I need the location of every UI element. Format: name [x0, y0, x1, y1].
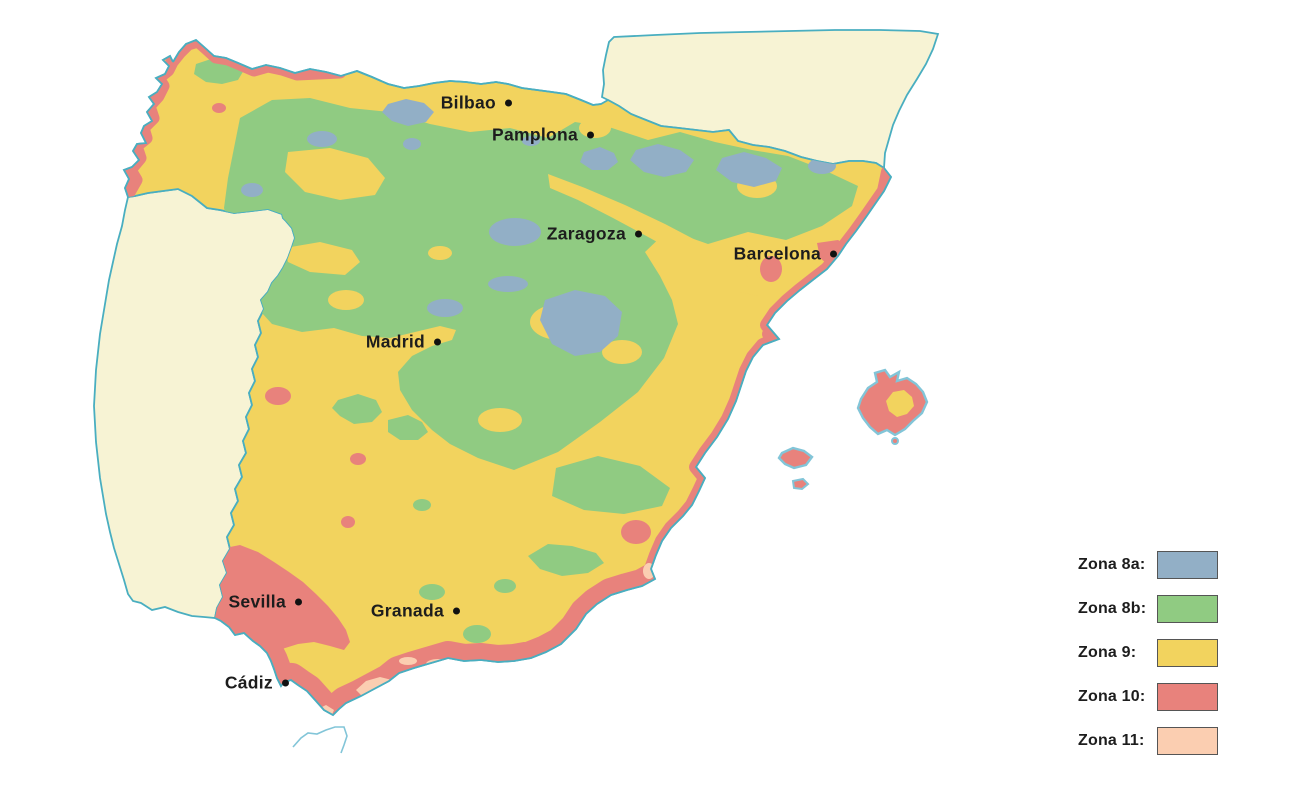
mallorca-interior-patch: [886, 390, 914, 417]
legend-row: Zona 8a:: [1078, 551, 1218, 579]
legend-label: Zona 8a:: [1078, 556, 1146, 573]
zone-patch: [478, 408, 522, 432]
city-marker: Sevilla: [228, 592, 302, 613]
city-dot-icon: [587, 131, 594, 139]
zone-patch: [540, 290, 622, 356]
zone-patch: [285, 148, 385, 200]
zone-patch: [332, 394, 382, 424]
guadalquivir-valley-patch: [212, 545, 350, 652]
legend-label: Zona 11:: [1078, 732, 1145, 749]
zone-patch: [528, 544, 604, 576]
zone-patch: [403, 138, 421, 150]
city-marker: Granada: [371, 601, 460, 622]
city-dot-icon: [434, 338, 441, 346]
zone-patch: [522, 136, 540, 146]
legend-label: Zona 8b:: [1078, 600, 1147, 617]
zone-patch: [341, 516, 355, 528]
zone-patch: [548, 174, 762, 296]
zone-patch: [494, 579, 516, 593]
formentera-island: [791, 477, 810, 491]
cabrera-island: [891, 437, 899, 445]
legend-row: Zona 9:: [1078, 639, 1218, 667]
city-dot-icon: [830, 250, 837, 258]
zone-patch: [580, 147, 618, 170]
zone-patch: [399, 657, 417, 665]
city-marker: Madrid: [366, 332, 441, 353]
zone-patch: [241, 183, 263, 197]
city-dot-icon: [635, 230, 642, 238]
legend-row: Zona 8b:: [1078, 595, 1218, 623]
zone-patch: [488, 276, 528, 292]
legend-swatch: [1157, 551, 1218, 579]
zone-patch: [356, 677, 392, 696]
zone-patch: [602, 340, 642, 364]
legend-swatch: [1157, 595, 1218, 623]
zone-patch: [489, 218, 541, 246]
legend-label: Zona 10:: [1078, 688, 1146, 705]
zone-patch: [760, 256, 782, 282]
city-marker: Zaragoza: [547, 224, 642, 245]
city-label: Madrid: [365, 331, 425, 352]
zone-patch: [419, 584, 445, 600]
zone-patch: [413, 499, 431, 511]
city-label: Bilbao: [440, 92, 496, 113]
zone-patch: [552, 456, 670, 514]
zone-patch: [212, 103, 226, 113]
zone-patch: [307, 131, 337, 147]
balearic-islands: [777, 368, 929, 491]
legend-label: Zona 9:: [1078, 644, 1137, 661]
city-marker: Cádiz: [225, 673, 289, 694]
zone-patch: [427, 299, 463, 317]
zone-patch: [382, 99, 434, 126]
city-marker: Bilbao: [441, 93, 512, 114]
zone-8a-patches: [241, 99, 836, 356]
legend-swatch: [1157, 727, 1218, 755]
zone-patch: [621, 520, 651, 544]
zone-patch: [630, 144, 694, 177]
zone-patch: [388, 415, 428, 440]
ibiza-island: [777, 446, 814, 470]
legend-row: Zona 11:: [1078, 727, 1218, 755]
city-dot-icon: [453, 607, 460, 615]
zone-patch: [298, 696, 308, 708]
city-marker: Pamplona: [492, 125, 594, 146]
city-dot-icon: [295, 598, 302, 606]
city-dot-icon: [505, 99, 512, 107]
zone-patch: [716, 152, 782, 187]
legend-swatch: [1157, 639, 1218, 667]
city-label: Granada: [370, 600, 444, 621]
city-label: Sevilla: [228, 591, 286, 612]
zone-patch: [265, 387, 291, 405]
city-label: Barcelona: [733, 243, 821, 264]
africa-coastline: [292, 726, 348, 754]
legend-swatch: [1157, 683, 1218, 711]
zone-patch: [328, 290, 364, 310]
zone-patch: [463, 625, 491, 643]
city-label: Zaragoza: [546, 223, 626, 244]
zone-patch: [428, 246, 452, 260]
zone-patch: [350, 453, 366, 465]
zone-patch: [224, 98, 858, 470]
city-label: Cádiz: [224, 672, 273, 693]
zone-patch: [285, 242, 360, 275]
city-marker: Barcelona: [734, 244, 837, 265]
zone-8b-patches: [194, 58, 858, 643]
city-label: Pamplona: [491, 124, 578, 145]
legend-row: Zona 10:: [1078, 683, 1218, 711]
city-dot-icon: [282, 679, 289, 687]
legend: Zona 8a: Zona 8b: Zona 9: Zona 10: Zona …: [1078, 551, 1218, 771]
